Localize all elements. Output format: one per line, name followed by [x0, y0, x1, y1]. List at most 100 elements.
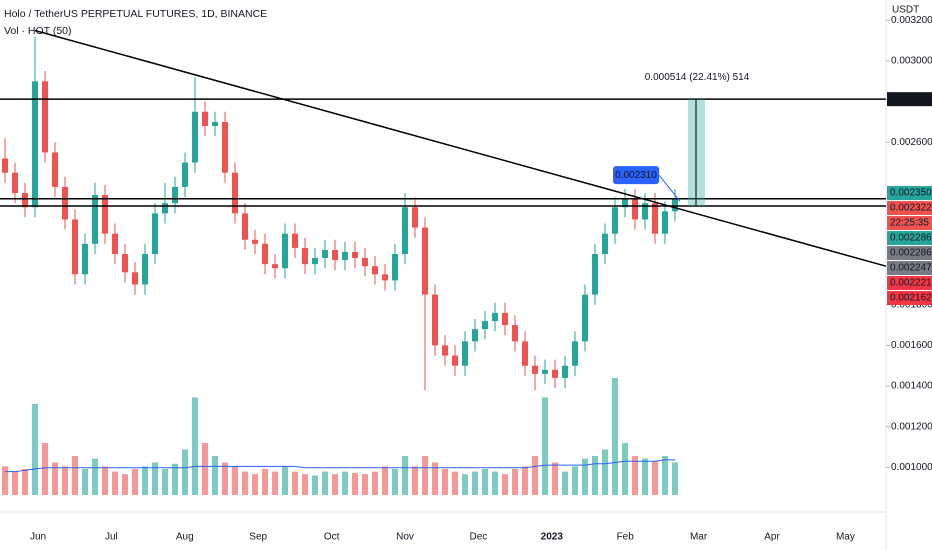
volume-bar — [562, 471, 568, 495]
candle-body — [232, 172, 238, 214]
candle-body — [632, 199, 638, 220]
candle-body — [132, 272, 138, 285]
candle-body — [602, 233, 608, 254]
volume-bar — [212, 456, 218, 495]
volume-bar — [242, 471, 248, 495]
volume-bar — [192, 397, 198, 495]
candle-body — [282, 233, 288, 269]
volume-bar — [2, 466, 8, 495]
y-tick-label: 0.001200 — [891, 421, 932, 432]
candle-body — [622, 199, 628, 208]
volume-bar — [42, 443, 48, 495]
candle-body — [582, 294, 588, 342]
volume-bar — [332, 474, 338, 495]
candle-body — [442, 345, 448, 356]
volume-bar — [142, 466, 148, 495]
volume-bar — [612, 378, 618, 495]
price-label-box — [887, 261, 932, 276]
trendline — [34, 29, 887, 267]
candle-body — [452, 355, 458, 366]
candle-body — [572, 341, 578, 366]
volume-bar — [12, 471, 18, 495]
volume-bar — [442, 469, 448, 495]
volume-bar — [592, 456, 598, 495]
volume-bar — [262, 469, 268, 495]
x-tick-label: Feb — [617, 532, 635, 543]
candle-body — [102, 195, 108, 234]
y-tick-label: 0.001000 — [891, 462, 932, 473]
volume-bar — [582, 458, 588, 495]
chart-title: Holo / TetherUS PERPETUAL FUTURES, 1D, B… — [4, 8, 267, 20]
volume-bar — [482, 469, 488, 495]
volume-bar — [182, 449, 188, 495]
candle-body — [302, 247, 308, 265]
x-tick-label: Nov — [396, 532, 414, 543]
x-tick-label: May — [836, 532, 855, 543]
candle-body — [422, 227, 428, 295]
candle-body — [562, 365, 568, 378]
candle-body — [482, 321, 488, 330]
candle-body — [292, 233, 298, 248]
price-label: 0.002350 — [890, 188, 932, 199]
candle-body — [612, 207, 618, 234]
x-tick-label: Sep — [249, 532, 267, 543]
volume-bar — [122, 474, 128, 495]
volume-ma — [5, 459, 675, 473]
volume-bar — [392, 469, 398, 495]
candle-body — [62, 186, 68, 220]
volume-bar — [92, 458, 98, 495]
x-tick-label: 2023 — [541, 532, 564, 543]
volume-bar — [132, 469, 138, 495]
volume-bar — [252, 474, 258, 495]
candle-body — [652, 203, 658, 234]
volume-bar — [202, 443, 208, 495]
candle-body — [672, 199, 678, 212]
candle-body — [192, 111, 198, 163]
candle-body — [262, 243, 268, 265]
candle-body — [92, 195, 98, 244]
candle-body — [182, 162, 188, 187]
candle-body — [202, 111, 208, 126]
candle-body — [112, 233, 118, 254]
price-label-box — [887, 246, 932, 261]
volume-bar — [632, 456, 638, 495]
volume-bar — [222, 462, 228, 495]
volume-bar — [292, 471, 298, 495]
price-label-box — [887, 216, 932, 231]
price-label: 0.002286 — [890, 233, 932, 244]
volume-bar — [162, 469, 168, 495]
candle-body — [332, 249, 338, 261]
volume-bar — [502, 474, 508, 495]
volume-bar — [172, 463, 178, 495]
candle-body — [432, 294, 438, 346]
volume-bar — [462, 474, 468, 495]
candle-body — [152, 213, 158, 254]
candle-body — [272, 264, 278, 269]
y-tick-label: 0.001400 — [891, 381, 932, 392]
volume-bar — [152, 462, 158, 495]
position-label: 0.000514 (22.41%) 514 — [645, 72, 750, 83]
candle-body — [592, 253, 598, 295]
candle-body — [242, 213, 248, 240]
volume-bar — [492, 471, 498, 495]
candle-body — [2, 158, 8, 173]
candle-body — [42, 81, 48, 153]
candle-body — [32, 81, 38, 208]
candle-body — [312, 258, 318, 265]
candle-body — [502, 312, 508, 326]
volume-bar — [22, 469, 28, 495]
volume-bar — [572, 466, 578, 495]
volume-bar — [102, 466, 108, 495]
volume-bar — [602, 449, 608, 495]
candle-body — [402, 207, 408, 254]
price-label-box — [887, 186, 932, 201]
candle-body — [142, 253, 148, 285]
volume-bar — [512, 469, 518, 495]
price-label-box — [887, 92, 932, 107]
candle-body — [222, 121, 228, 173]
price-label: 0.002247 — [890, 263, 932, 274]
candle-body — [542, 369, 548, 374]
candle-body — [512, 325, 518, 342]
volume-bar — [522, 466, 528, 495]
candle-body — [342, 251, 348, 261]
